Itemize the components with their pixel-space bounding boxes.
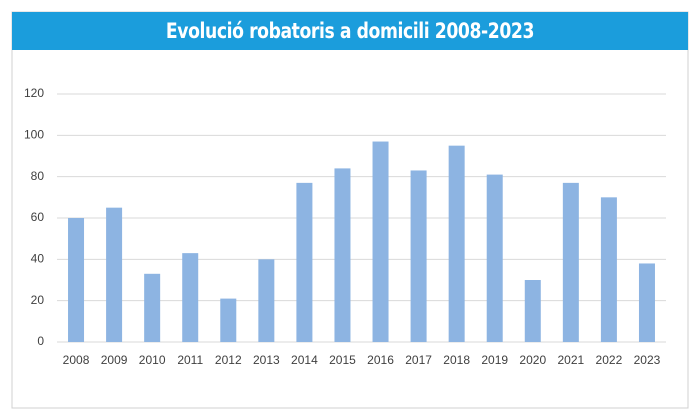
bar <box>258 259 275 342</box>
x-tick-label: 2022 <box>596 353 623 367</box>
y-tick-label: 80 <box>31 169 45 183</box>
x-tick-label: 2010 <box>139 353 166 367</box>
x-tick-label: 2023 <box>634 353 661 367</box>
y-tick-label: 120 <box>24 86 44 100</box>
chart-title: Evolució robatoris a domicili 2008-2023 <box>166 18 534 43</box>
x-tick-label: 2021 <box>557 353 584 367</box>
bar <box>334 168 351 342</box>
x-tick-label: 2011 <box>177 353 203 367</box>
y-tick-label: 20 <box>31 293 45 307</box>
x-tick-label: 2008 <box>63 353 90 367</box>
x-tick-label: 2009 <box>101 353 128 367</box>
x-tick-label: 2017 <box>405 353 432 367</box>
bar <box>144 273 161 342</box>
x-tick-label: 2016 <box>367 353 394 367</box>
title-band <box>12 12 688 50</box>
bar <box>600 197 617 342</box>
bar <box>562 182 579 342</box>
bar <box>638 263 655 342</box>
bar <box>410 170 427 342</box>
bar <box>68 218 85 342</box>
y-tick-label: 40 <box>31 252 45 266</box>
x-tick-label: 2020 <box>519 353 546 367</box>
bar <box>296 182 313 342</box>
x-tick-label: 2018 <box>443 353 470 367</box>
y-tick-label: 60 <box>31 210 45 224</box>
bar <box>182 253 199 342</box>
y-tick-label: 100 <box>24 128 44 142</box>
x-tick-label: 2015 <box>329 353 356 367</box>
bar <box>106 207 123 342</box>
x-tick-label: 2012 <box>215 353 242 367</box>
bar <box>524 280 541 342</box>
bar <box>220 298 237 342</box>
y-tick-label: 0 <box>37 334 44 348</box>
x-tick-label: 2019 <box>481 353 508 367</box>
bar <box>486 174 503 342</box>
x-tick-label: 2014 <box>291 353 318 367</box>
bar <box>372 141 389 342</box>
x-tick-label: 2013 <box>253 353 280 367</box>
bar <box>448 145 465 342</box>
